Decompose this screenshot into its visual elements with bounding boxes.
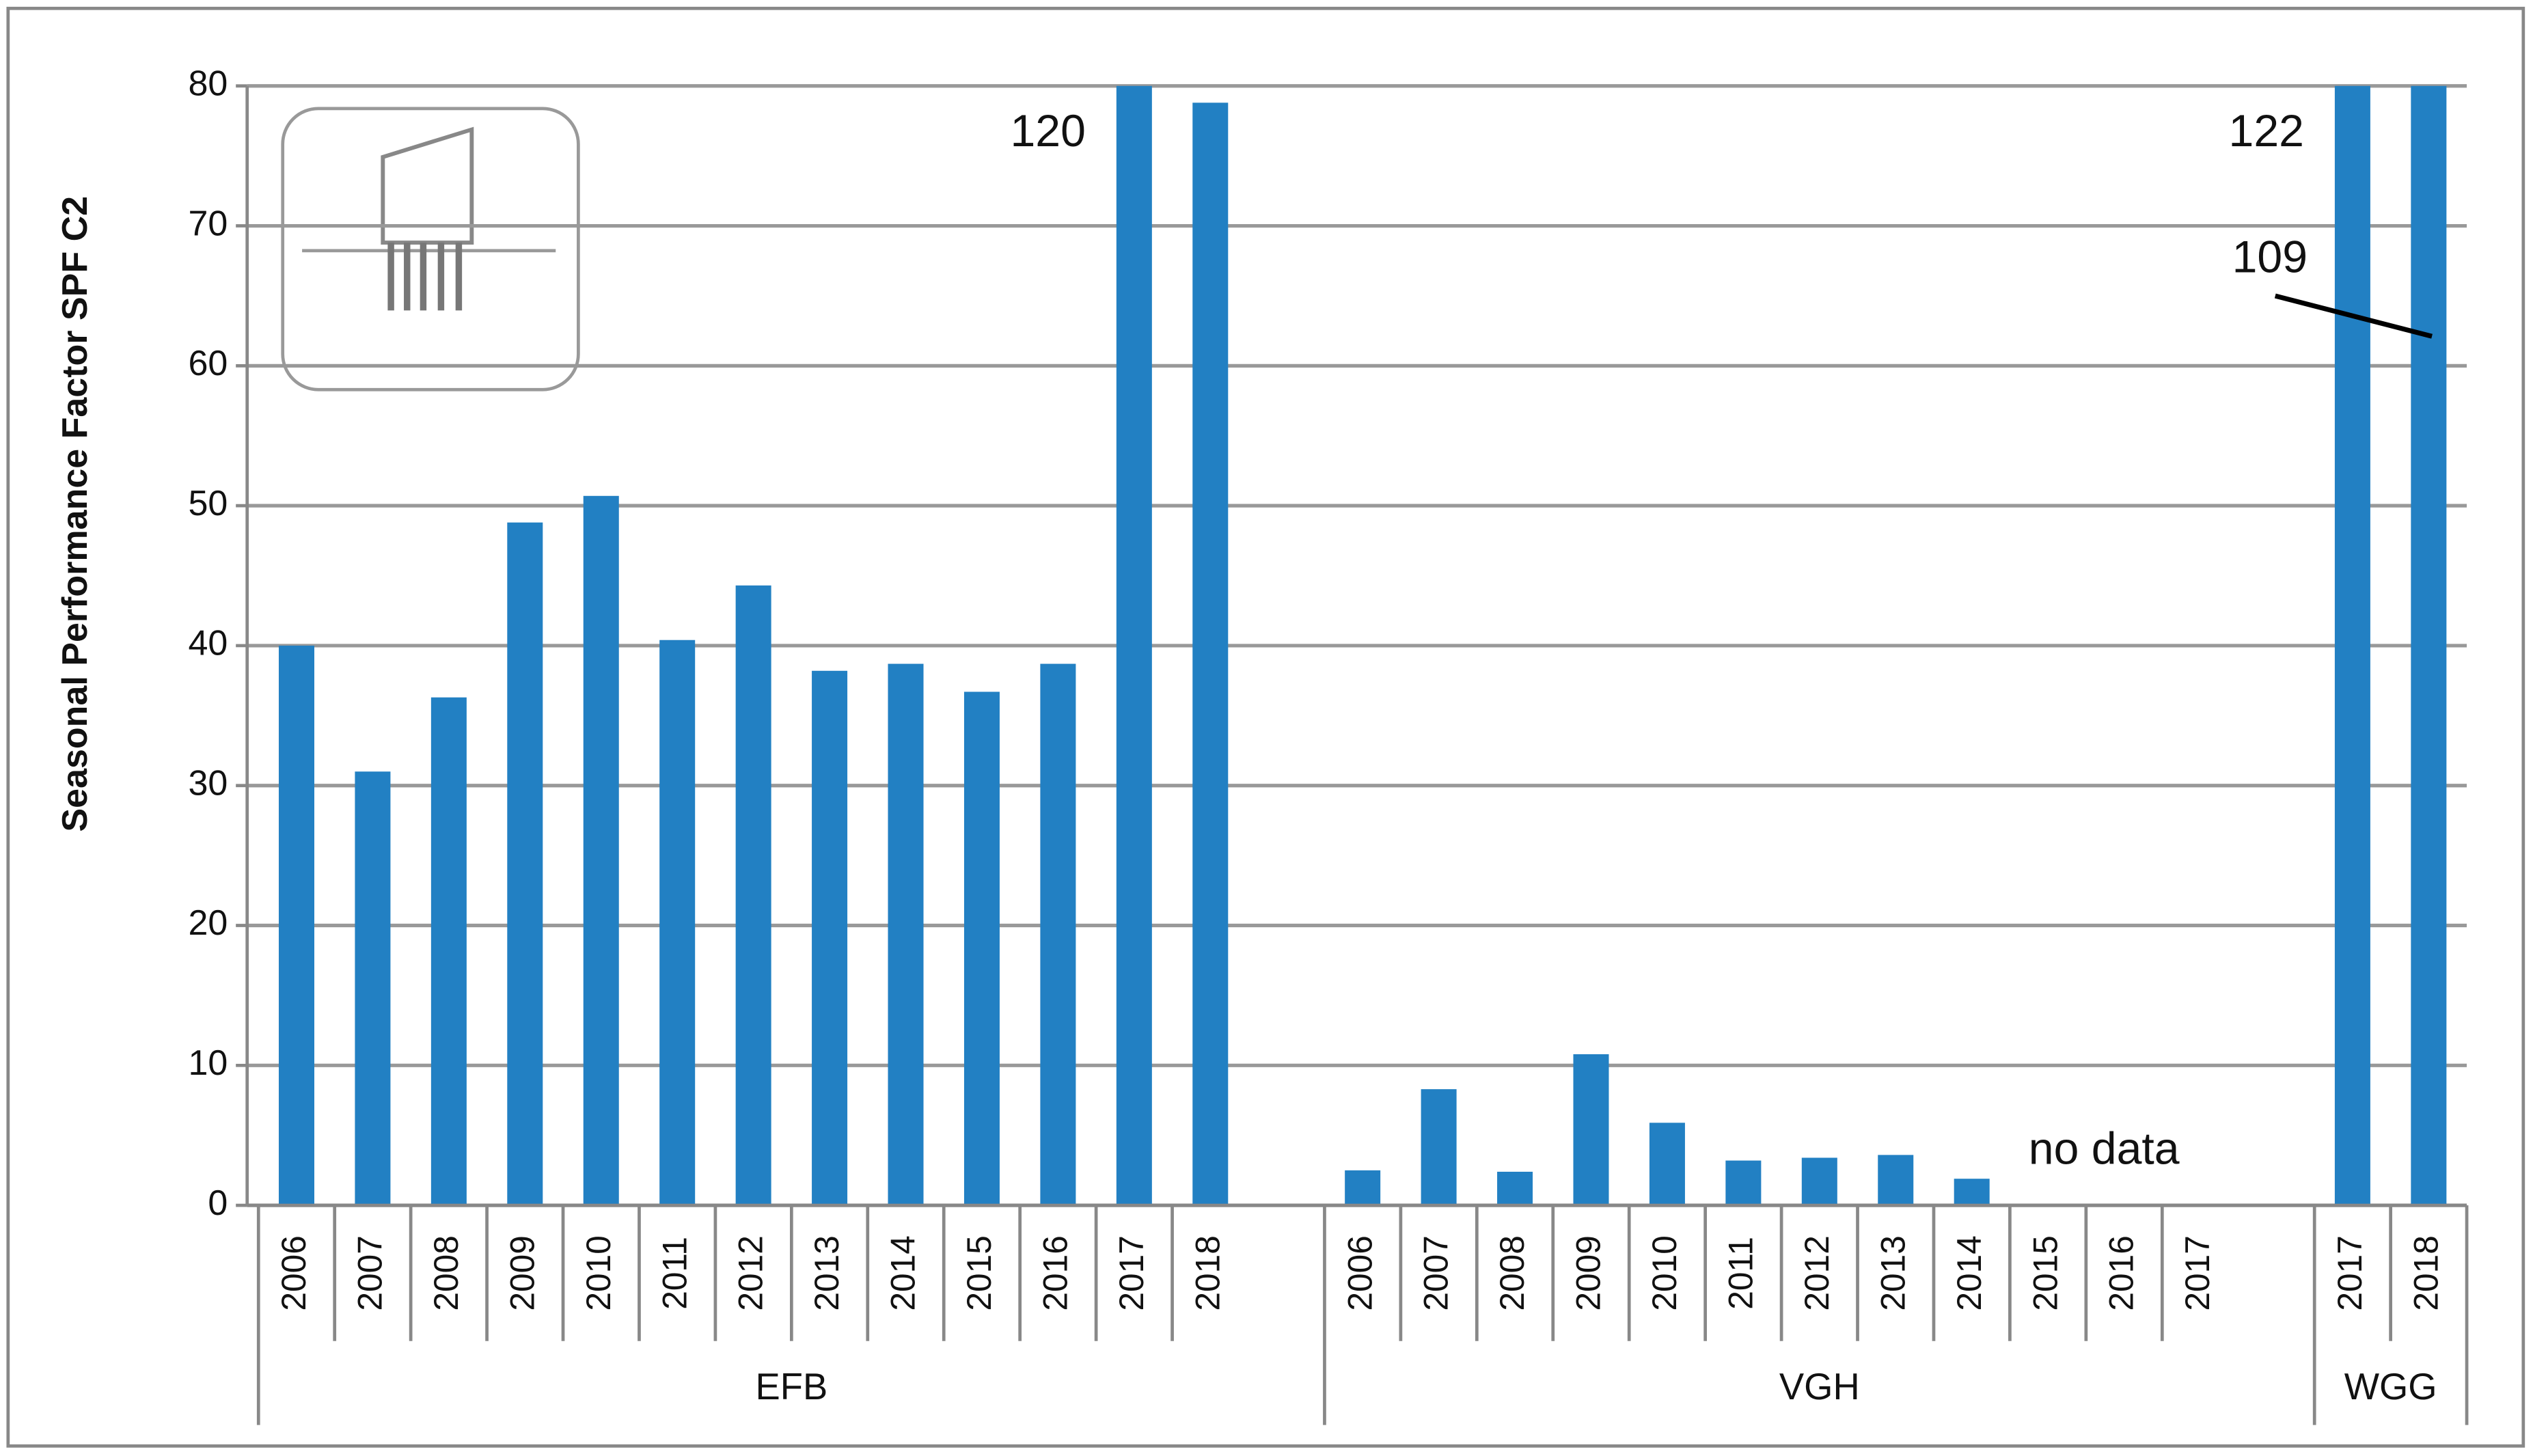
- data-label: 109: [2232, 232, 2308, 283]
- data-label: 120: [1010, 106, 1085, 156]
- y-tick-label: 60: [189, 344, 228, 383]
- y-tick-label: 70: [189, 204, 228, 243]
- x-tick-label: 2017: [2178, 1235, 2217, 1310]
- bar: [888, 663, 924, 1206]
- x-tick-label: 2010: [1645, 1235, 1684, 1310]
- leader-line: [2274, 293, 2433, 339]
- bar: [1725, 1160, 1762, 1206]
- bar: [583, 495, 619, 1206]
- x-tick-label: 2015: [2026, 1235, 2064, 1310]
- bar: [1573, 1054, 1609, 1206]
- x-tick-label: 2008: [1493, 1235, 1531, 1310]
- bar: [430, 697, 467, 1206]
- bars: [278, 85, 2447, 1206]
- x-tick-label: 2008: [427, 1235, 465, 1310]
- x-tick-label: 2007: [351, 1235, 389, 1310]
- y-axis-label: Seasonal Performance Factor SPF C2: [55, 196, 95, 832]
- bar: [1116, 85, 1152, 1206]
- bar: [735, 585, 771, 1206]
- x-tick-label: 2018: [2407, 1235, 2445, 1310]
- x-tick-label: 2016: [1037, 1235, 1075, 1310]
- y-tick-label: 0: [208, 1183, 228, 1223]
- icon: [281, 107, 580, 392]
- x-tick-label: 2013: [1874, 1235, 1912, 1310]
- bar: [507, 522, 543, 1206]
- group-label: VGH: [1779, 1366, 1860, 1407]
- group-label: EFB: [755, 1366, 827, 1407]
- bar: [278, 645, 314, 1206]
- bar: [659, 640, 696, 1206]
- bar: [1345, 1170, 1381, 1206]
- group-label: WGG: [2344, 1366, 2437, 1407]
- bar: [1801, 1157, 1837, 1206]
- bar: [1954, 1179, 1990, 1206]
- y-tick-label: 40: [189, 624, 228, 663]
- x-tick-label: 2013: [808, 1235, 846, 1310]
- x-tick-label: 2012: [1798, 1235, 1836, 1310]
- bar: [1192, 102, 1229, 1206]
- x-tick-label: 2007: [1417, 1235, 1455, 1310]
- y-tick-label: 10: [189, 1043, 228, 1083]
- x-tick-label: 2018: [1188, 1235, 1227, 1310]
- frame: [6, 6, 2525, 1448]
- x-tick-label: 2017: [1112, 1235, 1151, 1310]
- bar: [812, 670, 848, 1206]
- bar: [1649, 1123, 1685, 1206]
- data-label: 122: [2229, 106, 2304, 156]
- y-tick-label: 30: [189, 763, 228, 803]
- bar: [355, 771, 391, 1206]
- x-tick-label: 2011: [1721, 1237, 1760, 1310]
- x-tick-label: 2011: [655, 1237, 694, 1310]
- bar: [1040, 663, 1076, 1206]
- bar: [2334, 85, 2370, 1206]
- x-tick-label: 2009: [503, 1235, 541, 1310]
- bar: [1878, 1155, 1914, 1206]
- bar: [963, 691, 1000, 1206]
- x-tick-label: 2014: [884, 1235, 922, 1310]
- y-tick-label: 50: [189, 484, 228, 523]
- y-tick-label: 80: [189, 64, 228, 103]
- annotation: no data: [2029, 1124, 2180, 1175]
- bar: [2411, 85, 2447, 1206]
- x-tick-label: 2006: [275, 1235, 313, 1310]
- x-tick-label: 2009: [1570, 1235, 1608, 1310]
- x-tick-label: 2010: [579, 1235, 618, 1310]
- x-tick-label: 2017: [2331, 1235, 2369, 1310]
- x-tick-label: 2014: [1950, 1235, 1988, 1310]
- x-tick-label: 2016: [2103, 1235, 2141, 1310]
- bar: [1497, 1171, 1533, 1206]
- x-tick-label: 2012: [732, 1235, 770, 1310]
- bar: [1421, 1089, 1457, 1206]
- x-tick-label: 2015: [960, 1235, 998, 1310]
- x-tick-label: 2006: [1341, 1235, 1379, 1310]
- y-tick-label: 20: [189, 903, 228, 943]
